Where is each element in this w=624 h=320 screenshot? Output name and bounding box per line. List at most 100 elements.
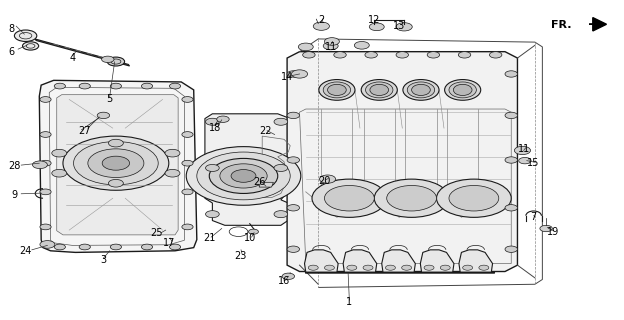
Circle shape bbox=[363, 265, 373, 270]
Circle shape bbox=[287, 112, 300, 119]
Circle shape bbox=[182, 160, 193, 166]
Text: 8: 8 bbox=[9, 24, 15, 34]
Polygon shape bbox=[343, 250, 377, 272]
Ellipse shape bbox=[328, 84, 346, 95]
Circle shape bbox=[102, 56, 114, 62]
Circle shape bbox=[427, 52, 440, 58]
Polygon shape bbox=[421, 250, 454, 272]
Circle shape bbox=[97, 112, 110, 119]
Circle shape bbox=[40, 97, 51, 102]
Circle shape bbox=[287, 246, 300, 252]
Ellipse shape bbox=[370, 84, 389, 95]
Text: 2: 2 bbox=[318, 15, 324, 25]
Circle shape bbox=[334, 52, 346, 58]
Circle shape bbox=[40, 160, 51, 166]
Circle shape bbox=[291, 70, 308, 78]
Text: 11: 11 bbox=[517, 144, 530, 154]
Circle shape bbox=[374, 179, 449, 217]
Circle shape bbox=[205, 118, 219, 125]
Circle shape bbox=[40, 241, 55, 248]
Circle shape bbox=[402, 265, 412, 270]
Text: 23: 23 bbox=[234, 251, 246, 260]
Polygon shape bbox=[459, 250, 492, 272]
Circle shape bbox=[369, 23, 384, 31]
Circle shape bbox=[437, 179, 511, 217]
Text: 7: 7 bbox=[530, 212, 536, 222]
Polygon shape bbox=[39, 80, 197, 252]
Circle shape bbox=[197, 152, 290, 200]
Circle shape bbox=[142, 83, 153, 89]
Circle shape bbox=[40, 132, 51, 137]
Circle shape bbox=[274, 118, 288, 125]
Text: 4: 4 bbox=[69, 53, 76, 63]
FancyArrow shape bbox=[589, 18, 607, 31]
Text: FR.: FR. bbox=[551, 20, 572, 29]
Circle shape bbox=[386, 265, 396, 270]
Circle shape bbox=[14, 30, 37, 42]
Polygon shape bbox=[287, 52, 517, 271]
Circle shape bbox=[22, 42, 39, 50]
Circle shape bbox=[505, 71, 517, 77]
Circle shape bbox=[505, 112, 517, 119]
Circle shape bbox=[505, 246, 517, 252]
Circle shape bbox=[54, 244, 66, 250]
Text: 24: 24 bbox=[19, 246, 32, 256]
Circle shape bbox=[32, 161, 47, 169]
Circle shape bbox=[40, 224, 51, 230]
Text: 19: 19 bbox=[547, 227, 560, 237]
Ellipse shape bbox=[445, 80, 480, 100]
Circle shape bbox=[396, 52, 409, 58]
Circle shape bbox=[109, 139, 124, 147]
Text: 20: 20 bbox=[318, 176, 331, 186]
Circle shape bbox=[282, 273, 295, 279]
Circle shape bbox=[274, 211, 288, 218]
Circle shape bbox=[217, 116, 229, 123]
Circle shape bbox=[220, 164, 267, 188]
Circle shape bbox=[324, 38, 339, 45]
Circle shape bbox=[107, 57, 125, 66]
Circle shape bbox=[79, 244, 90, 250]
Ellipse shape bbox=[361, 80, 397, 100]
Circle shape bbox=[205, 164, 219, 172]
Circle shape bbox=[514, 146, 530, 155]
Circle shape bbox=[287, 71, 300, 77]
Text: 14: 14 bbox=[281, 72, 293, 82]
Ellipse shape bbox=[407, 82, 435, 98]
Text: 16: 16 bbox=[278, 276, 290, 286]
Circle shape bbox=[74, 141, 158, 185]
Polygon shape bbox=[205, 114, 292, 225]
Circle shape bbox=[458, 52, 470, 58]
Circle shape bbox=[479, 265, 489, 270]
Circle shape bbox=[109, 180, 124, 187]
Ellipse shape bbox=[366, 82, 393, 98]
Circle shape bbox=[441, 265, 451, 270]
Polygon shape bbox=[259, 182, 273, 187]
Circle shape bbox=[365, 52, 378, 58]
Text: 25: 25 bbox=[150, 228, 163, 238]
Text: 10: 10 bbox=[243, 233, 256, 243]
Circle shape bbox=[231, 170, 256, 182]
Polygon shape bbox=[57, 95, 178, 235]
Ellipse shape bbox=[323, 82, 351, 98]
Circle shape bbox=[165, 149, 180, 157]
Circle shape bbox=[462, 265, 472, 270]
Circle shape bbox=[63, 136, 169, 190]
Text: 17: 17 bbox=[163, 238, 175, 248]
Circle shape bbox=[110, 244, 122, 250]
Circle shape bbox=[387, 186, 437, 211]
Circle shape bbox=[102, 156, 130, 170]
Circle shape bbox=[79, 83, 90, 89]
Circle shape bbox=[489, 52, 502, 58]
Circle shape bbox=[449, 186, 499, 211]
Circle shape bbox=[110, 83, 122, 89]
Text: 11: 11 bbox=[324, 42, 337, 52]
Circle shape bbox=[354, 42, 369, 49]
Circle shape bbox=[52, 169, 67, 177]
Circle shape bbox=[88, 149, 144, 178]
Circle shape bbox=[182, 97, 193, 102]
Circle shape bbox=[324, 186, 374, 211]
Circle shape bbox=[308, 265, 318, 270]
Text: 13: 13 bbox=[393, 21, 406, 31]
Circle shape bbox=[313, 22, 329, 30]
Circle shape bbox=[170, 244, 180, 250]
